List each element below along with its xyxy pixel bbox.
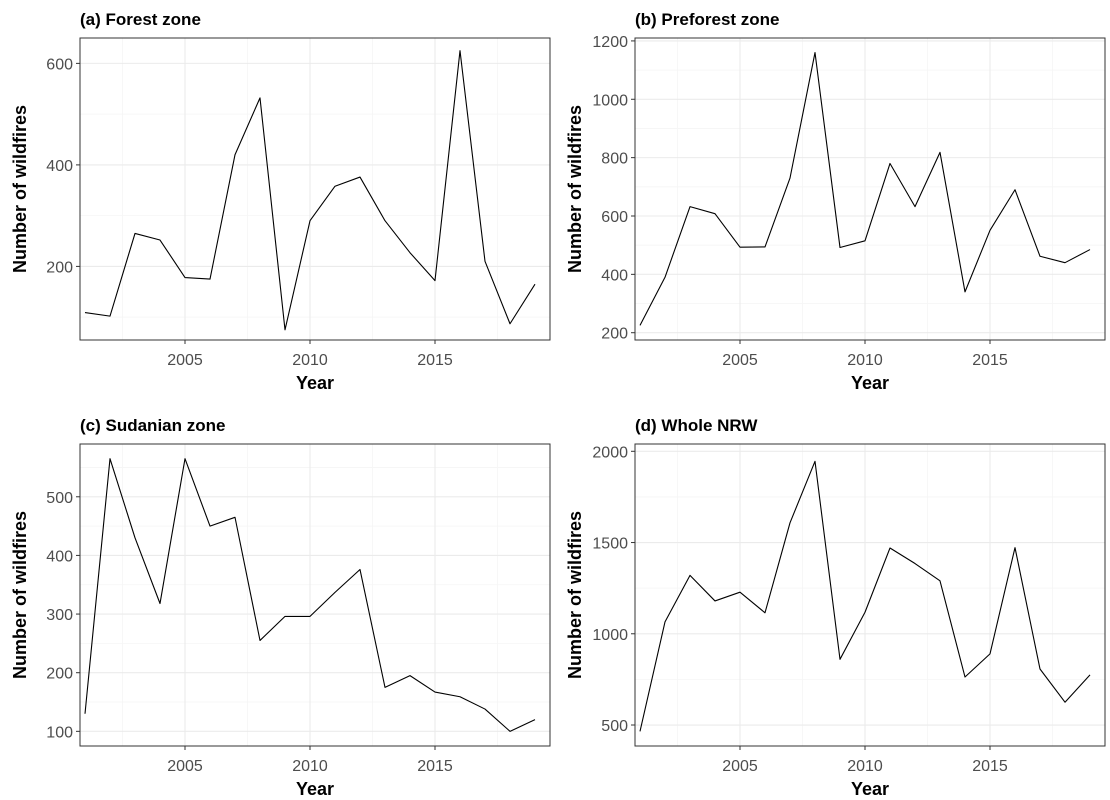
plot-background [80,38,550,340]
y-tick-label: 100 [46,724,73,741]
series-line [84,458,536,732]
x-axis-title: Year [851,779,889,799]
y-tick-label: 500 [601,718,628,735]
chart-panel-forest-zone: 200 400 600 2005 2010 2015 (a) Forest zone Year… [10,10,551,393]
x-tick-label: 2010 [292,352,328,369]
panel-title: (d) Whole NRW [635,416,758,435]
y-tick-label: 200 [46,259,73,276]
plot-border [79,443,551,747]
y-tick-label: 600 [46,56,73,73]
series-line [84,50,536,331]
x-axis-title: Year [296,779,334,799]
plot-border [634,37,1106,341]
panel-title: (b) Preforest zone [635,10,780,29]
chart-panel-preforest-zone: 200 400 600 800 1000 1200 2005 2010 2015 (b) Pref… [565,10,1106,393]
y-tick-label: 200 [46,666,73,683]
x-tick-label: 2010 [847,758,883,775]
plot-background [80,444,550,746]
x-tick-label: 2005 [167,758,203,775]
x-tick-label: 2015 [417,352,453,369]
chart-panel-whole-nrw: 500 1000 1500 2000 2005 2010 2015 (d) Whole NRW… [565,416,1106,799]
y-axis-title: Number of wildfires [10,105,30,273]
y-tick-label: 2000 [592,444,628,461]
x-tick-label: 2015 [972,352,1008,369]
series-line [639,460,1091,732]
y-tick-label: 400 [601,267,628,284]
x-tick-label: 2010 [292,758,328,775]
panel-title: (a) Forest zone [80,10,201,29]
y-tick-label: 500 [46,490,73,507]
series-line [639,52,1091,326]
x-tick-label: 2010 [847,352,883,369]
plot-border [79,37,551,341]
y-tick-label: 1200 [592,34,628,51]
plot-background [635,38,1105,340]
x-tick-label: 2015 [972,758,1008,775]
y-axis-title: Number of wildfires [565,105,585,273]
y-tick-label: 400 [46,548,73,565]
plot-background [635,444,1105,746]
y-tick-label: 200 [601,326,628,343]
y-axis-title: Number of wildfires [10,511,30,679]
chart-panel-sudanian-zone: 100 200 300 400 500 2005 2010 2015 (c) Sudanian … [10,416,551,799]
y-tick-label: 1000 [592,92,628,109]
y-axis-title: Number of wildfires [565,511,585,679]
y-tick-label: 1000 [592,627,628,644]
x-tick-label: 2005 [167,352,203,369]
x-axis-title: Year [296,373,334,393]
y-tick-label: 600 [601,209,628,226]
plot-border [634,443,1106,747]
y-tick-label: 400 [46,158,73,175]
y-tick-label: 1500 [592,536,628,553]
x-tick-label: 2005 [722,758,758,775]
x-tick-label: 2005 [722,352,758,369]
x-tick-label: 2015 [417,758,453,775]
y-tick-label: 300 [46,607,73,624]
y-tick-label: 800 [601,151,628,168]
x-axis-title: Year [851,373,889,393]
panel-title: (c) Sudanian zone [80,416,225,435]
